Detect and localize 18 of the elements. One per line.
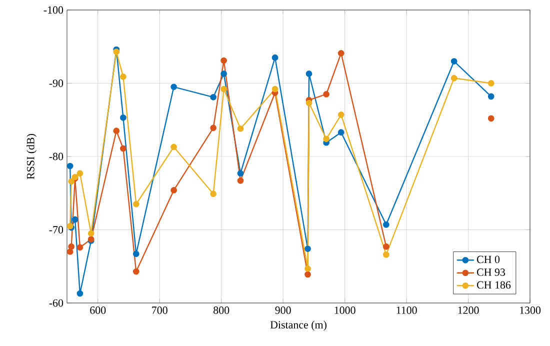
x-tick-label: 700 (152, 306, 168, 314)
x-tick-label: 1100 (396, 306, 417, 314)
x-tick-label: 1300 (520, 306, 541, 314)
y-tick-label: -100 (44, 6, 64, 14)
x-axis-title: Distance (m) (270, 320, 326, 331)
x-tick-label: 800 (214, 306, 230, 314)
x-tick-label: 600 (90, 306, 106, 314)
y-tick-label: -80 (49, 152, 64, 160)
x-tick-label: 900 (275, 306, 291, 314)
y-tick-label: -90 (49, 80, 64, 87)
legend-label: CH 186 (476, 281, 511, 289)
x-tick-label: 1000 (334, 306, 356, 314)
y-tick-label: -70 (49, 226, 64, 234)
legend-label: CH 0 (476, 256, 500, 264)
y-tick-label: -60 (49, 299, 64, 307)
y-axis-title: RSSI (dB) (26, 134, 37, 180)
legend-label: CH 93 (476, 268, 506, 276)
x-tick-label: 1200 (458, 306, 479, 314)
